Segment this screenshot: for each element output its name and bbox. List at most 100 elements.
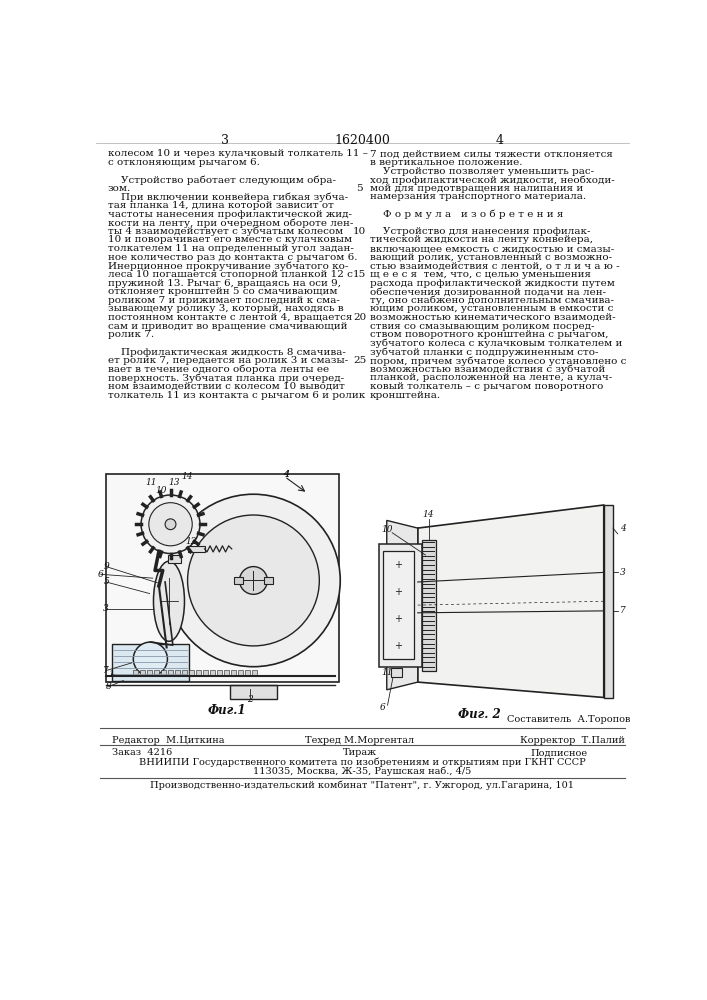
- Bar: [224, 670, 228, 676]
- Text: роликом 7 и прижимает последний к сма-: роликом 7 и прижимает последний к сма-: [107, 296, 339, 305]
- Text: ВНИИПИ Государственного комитета по изобретениям и открытиям при ГКНТ СССР: ВНИИПИ Государственного комитета по изоб…: [139, 758, 585, 767]
- Bar: [112, 644, 189, 681]
- Text: 13: 13: [169, 478, 180, 487]
- Text: ковый толкатель – с рычагом поворотного: ковый толкатель – с рычагом поворотного: [370, 382, 603, 391]
- Text: +: +: [395, 641, 402, 651]
- Text: зывающему ролику 3, который, находясь в: зывающему ролику 3, который, находясь в: [107, 304, 344, 313]
- Bar: [217, 670, 222, 676]
- Text: +: +: [395, 614, 402, 624]
- Text: 25: 25: [353, 356, 366, 365]
- Text: 11: 11: [381, 668, 392, 677]
- Text: ет ролик 7, передается на ролик 3 и смазы-: ет ролик 7, передается на ролик 3 и смаз…: [107, 356, 348, 365]
- Text: 12: 12: [186, 537, 197, 546]
- Bar: [140, 670, 145, 676]
- Text: Профилактическая жидкость 8 смачива-: Профилактическая жидкость 8 смачива-: [107, 348, 346, 357]
- Text: Подписное: Подписное: [530, 748, 588, 757]
- Bar: [231, 670, 235, 676]
- Polygon shape: [387, 520, 418, 690]
- Text: При включении конвейера гибкая зубча-: При включении конвейера гибкая зубча-: [107, 192, 348, 202]
- Polygon shape: [418, 505, 604, 698]
- Text: 10: 10: [381, 525, 392, 534]
- Text: отклоняет кронштейн 5 со смачивающим: отклоняет кронштейн 5 со смачивающим: [107, 287, 337, 296]
- Bar: [252, 670, 257, 676]
- Circle shape: [149, 503, 192, 546]
- Text: зом.: зом.: [107, 184, 131, 193]
- Text: 8: 8: [105, 682, 112, 691]
- Text: колесом 10 и через кулачковый толкатель 11 –: колесом 10 и через кулачковый толкатель …: [107, 149, 368, 158]
- Circle shape: [134, 642, 168, 676]
- Bar: [391, 668, 402, 677]
- Bar: [154, 670, 159, 676]
- Text: Тираж: Тираж: [343, 748, 377, 757]
- Text: 10 и поворачивает его вместе с кулачковым: 10 и поворачивает его вместе с кулачковы…: [107, 235, 352, 244]
- Text: включающее емкость с жидкостью и смазы-: включающее емкость с жидкостью и смазы-: [370, 244, 614, 253]
- Text: Производственно-издательский комбинат "Патент", г. Ужгород, ул.Гагарина, 101: Производственно-издательский комбинат "П…: [150, 781, 574, 790]
- Text: ход профилактической жидкости, необходи-: ход профилактической жидкости, необходи-: [370, 175, 614, 185]
- Bar: [182, 670, 187, 676]
- Circle shape: [141, 495, 200, 554]
- Text: щ е е с я  тем, что, с целью уменьшения: щ е е с я тем, что, с целью уменьшения: [370, 270, 591, 279]
- Text: 14: 14: [423, 510, 434, 519]
- Text: в вертикальное положение.: в вертикальное положение.: [370, 158, 522, 167]
- Text: Устройство позволяет уменьшить рас-: Устройство позволяет уменьшить рас-: [370, 167, 594, 176]
- Text: 15: 15: [353, 270, 366, 279]
- Text: Инерционное прокручивание зубчатого ко-: Инерционное прокручивание зубчатого ко-: [107, 261, 348, 271]
- Text: мой для предотвращения налипания и: мой для предотвращения налипания и: [370, 184, 583, 193]
- Text: 3: 3: [620, 568, 626, 577]
- Text: толкатель 11 из контакта с рычагом 6 и ролик: толкатель 11 из контакта с рычагом 6 и р…: [107, 391, 365, 400]
- Text: 6: 6: [380, 703, 386, 712]
- Circle shape: [156, 583, 162, 589]
- Text: 4: 4: [620, 524, 626, 533]
- Text: ющим роликом, установленным в емкости с: ющим роликом, установленным в емкости с: [370, 304, 613, 313]
- Text: тая планка 14, длина которой зависит от: тая планка 14, длина которой зависит от: [107, 201, 334, 210]
- Text: тической жидкости на ленту конвейера,: тической жидкости на ленту конвейера,: [370, 235, 592, 244]
- Text: 7 под действием силы тяжести отклоняется: 7 под действием силы тяжести отклоняется: [370, 149, 612, 158]
- Text: Фuг.1: Фuг.1: [207, 704, 245, 717]
- Text: частоты нанесения профилактической жид-: частоты нанесения профилактической жид-: [107, 210, 352, 219]
- Bar: [134, 670, 138, 676]
- Bar: [161, 670, 166, 676]
- Text: намерзания транспортного материала.: намерзания транспортного материала.: [370, 192, 586, 201]
- Text: планкой, расположенной на ленте, а кулач-: планкой, расположенной на ленте, а кулач…: [370, 373, 612, 382]
- Text: возможностью кинематического взаимодей-: возможностью кинематического взаимодей-: [370, 313, 615, 322]
- Bar: [147, 670, 152, 676]
- Text: 9: 9: [103, 562, 109, 571]
- Bar: [264, 577, 273, 584]
- Text: с отклоняющим рычагом 6.: с отклоняющим рычагом 6.: [107, 158, 259, 167]
- Text: обеспечения дозированной подачи на лен-: обеспечения дозированной подачи на лен-: [370, 287, 606, 297]
- Text: зубчатого колеса с кулачковым толкателем и: зубчатого колеса с кулачковым толкателем…: [370, 339, 622, 348]
- Bar: [604, 505, 613, 698]
- Text: вает в течение одного оборота ленты ее: вает в течение одного оборота ленты ее: [107, 365, 329, 374]
- Text: пружиной 13. Рычаг 6, вращаясь на оси 9,: пружиной 13. Рычаг 6, вращаясь на оси 9,: [107, 279, 341, 288]
- Bar: [245, 670, 250, 676]
- Text: 2: 2: [247, 695, 252, 704]
- Circle shape: [187, 515, 320, 646]
- Text: леса 10 погашается стопорной планкой 12 с: леса 10 погашается стопорной планкой 12 …: [107, 270, 353, 279]
- Text: сам и приводит во вращение смачивающий: сам и приводит во вращение смачивающий: [107, 322, 347, 331]
- Text: Ф о р м у л а   и з о б р е т е н и я: Ф о р м у л а и з о б р е т е н и я: [370, 210, 563, 219]
- Text: 1: 1: [109, 670, 115, 679]
- Text: 113035, Москва, Ж-35, Раушская наб., 4/5: 113035, Москва, Ж-35, Раушская наб., 4/5: [253, 767, 471, 776]
- Text: Корректор  Т.Палий: Корректор Т.Палий: [520, 736, 625, 745]
- Text: Составитель  А.Торопов: Составитель А.Торопов: [507, 715, 630, 724]
- Text: пором, причем зубчатое колесо установлено с: пором, причем зубчатое колесо установлен…: [370, 356, 626, 366]
- Text: поверхность. Зубчатая планка при очеред-: поверхность. Зубчатая планка при очеред-: [107, 373, 344, 383]
- Bar: [106, 474, 339, 682]
- Bar: [203, 670, 208, 676]
- Text: ством поворотного кронштейна с рычагом,: ством поворотного кронштейна с рычагом,: [370, 330, 608, 339]
- Text: ное количество раз до контакта с рычагом 6.: ное количество раз до контакта с рычагом…: [107, 253, 357, 262]
- Bar: [187, 546, 204, 552]
- Text: 1620400: 1620400: [334, 134, 390, 147]
- Text: +: +: [395, 587, 402, 597]
- Text: кронштейна.: кронштейна.: [370, 391, 441, 400]
- Text: стью взаимодействия с лентой, о т л и ч а ю -: стью взаимодействия с лентой, о т л и ч …: [370, 261, 619, 270]
- Bar: [238, 670, 243, 676]
- Text: 7: 7: [103, 666, 109, 675]
- Text: 10: 10: [156, 486, 167, 495]
- Text: 4: 4: [283, 470, 289, 479]
- Text: 4: 4: [283, 470, 289, 479]
- Text: постоянном контакте с лентой 4, вращается: постоянном контакте с лентой 4, вращаетс…: [107, 313, 352, 322]
- Bar: [383, 551, 414, 659]
- Bar: [230, 685, 276, 699]
- Text: 5: 5: [356, 184, 363, 193]
